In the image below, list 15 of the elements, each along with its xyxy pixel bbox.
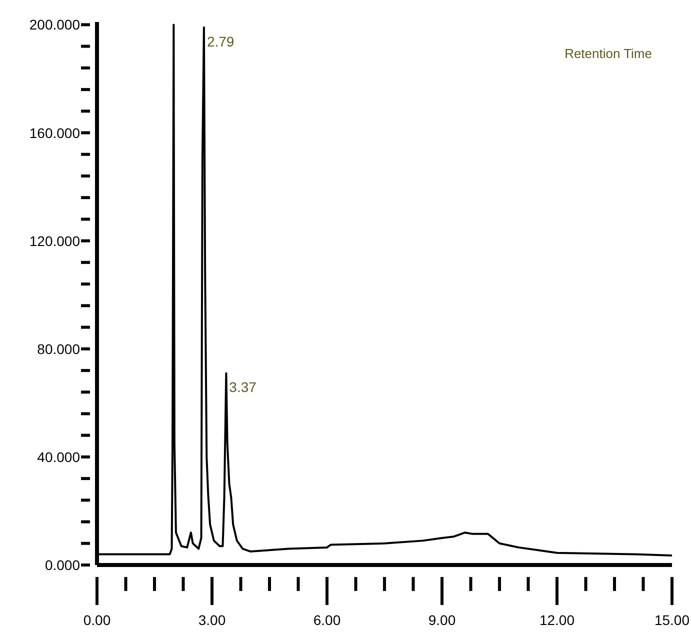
y-tick-label: 160.000 <box>29 124 80 141</box>
annotation: Retention Time <box>564 46 652 62</box>
x-tick-label: 0.00 <box>83 612 111 628</box>
x-tick-label: 3.00 <box>198 612 226 628</box>
annotation: 2.79 <box>206 33 234 50</box>
annotation: 3.37 <box>229 379 257 396</box>
y-tick-label: 120.000 <box>29 232 80 249</box>
x-tick-label: 12.00 <box>539 612 575 628</box>
y-tick-label: 40.000 <box>37 448 80 465</box>
y-tick-label: 0.000 <box>44 557 80 573</box>
x-tick-label: 9.00 <box>428 612 456 628</box>
y-tick-label: 80.000 <box>37 340 80 357</box>
y-tick-label: 200.000 <box>29 16 80 33</box>
x-tick-label: 15.00 <box>654 612 690 628</box>
x-tick-label: 6.00 <box>313 612 341 628</box>
